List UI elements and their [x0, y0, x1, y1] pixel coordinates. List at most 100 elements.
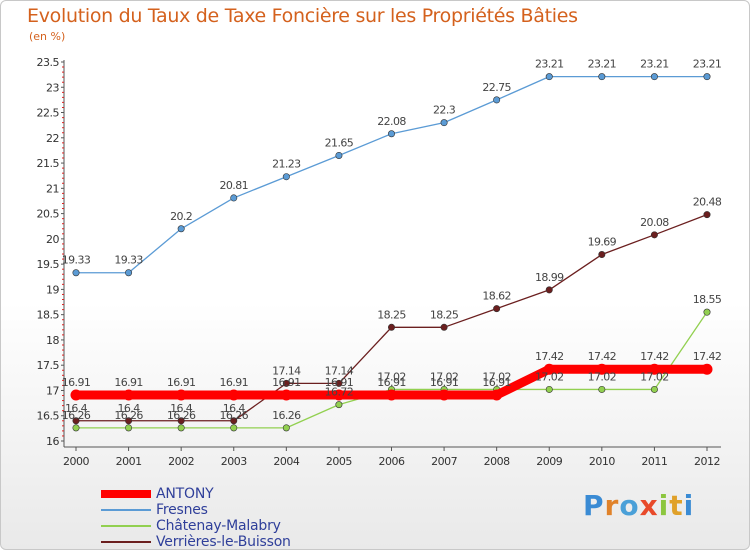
legend-label: ANTONY — [156, 486, 214, 502]
data-point — [703, 73, 711, 81]
logo-letter: i — [683, 489, 695, 522]
y-tick-label: 20.5 — [37, 208, 60, 221]
data-point — [177, 424, 185, 432]
data-label: 19.33 — [114, 254, 143, 267]
x-tick-label: 2002 — [168, 455, 194, 468]
data-point — [282, 173, 290, 181]
chart-title: Evolution du Taux de Taxe Foncière sur l… — [27, 5, 578, 27]
data-label: 18.62 — [482, 290, 511, 303]
data-point — [125, 424, 133, 432]
data-label: 19.33 — [62, 254, 91, 267]
data-point — [438, 389, 450, 401]
legend-swatch — [101, 490, 151, 498]
data-point — [598, 251, 606, 259]
data-label: 17.02 — [640, 370, 669, 383]
data-point — [72, 269, 80, 277]
data-point — [598, 385, 606, 393]
data-label: 16.4 — [65, 402, 88, 415]
legend-swatch — [101, 525, 151, 527]
data-point — [177, 417, 185, 425]
data-point — [440, 323, 448, 331]
y-tick-label: 22 — [46, 132, 59, 145]
data-point — [335, 401, 343, 409]
data-label: 16.91 — [220, 376, 249, 389]
data-label: 18.25 — [430, 308, 459, 321]
data-point — [596, 363, 608, 375]
data-label: 16.91 — [377, 376, 406, 389]
x-tick-label: 2005 — [326, 455, 352, 468]
logo-letter: o — [619, 489, 640, 522]
data-point — [545, 385, 553, 393]
x-tick-label: 2011 — [641, 455, 667, 468]
y-tick-label: 21.5 — [37, 157, 60, 170]
x-tick-label: 2007 — [431, 455, 457, 468]
data-label: 16.26 — [272, 409, 301, 422]
data-point — [648, 363, 660, 375]
data-label: 23.21 — [693, 58, 722, 71]
data-label: 21.23 — [272, 158, 301, 171]
data-label: 16.91 — [430, 376, 459, 389]
data-point — [491, 389, 503, 401]
data-label: 21.65 — [325, 136, 354, 149]
data-point — [703, 211, 711, 219]
data-label: 23.21 — [588, 58, 617, 71]
legend-label: Verrières-le-Buisson — [156, 534, 291, 550]
chart-unit: (en %) — [29, 30, 66, 43]
data-label: 20.81 — [220, 179, 249, 192]
data-point — [282, 379, 290, 387]
y-tick-label: 18 — [46, 334, 59, 347]
x-tick-label: 2001 — [116, 455, 142, 468]
data-label: 18.99 — [535, 271, 564, 284]
logo-letter: x — [639, 489, 659, 522]
data-point — [177, 225, 185, 233]
legend-label: Châtenay-Malabry — [156, 518, 281, 534]
logo-letter: P — [583, 489, 605, 522]
data-point — [230, 424, 238, 432]
data-point — [335, 151, 343, 159]
data-point — [280, 389, 292, 401]
data-point — [545, 286, 553, 294]
x-tick-label: 2000 — [63, 455, 89, 468]
data-point — [493, 96, 501, 104]
data-point — [230, 417, 238, 425]
data-point — [650, 385, 658, 393]
data-label: 16.4 — [223, 402, 246, 415]
y-tick-label: 20 — [46, 233, 59, 246]
data-label: 17.42 — [640, 350, 669, 363]
data-point — [72, 417, 80, 425]
data-point — [650, 73, 658, 81]
data-label: 19.69 — [588, 236, 617, 249]
data-label: 17.02 — [588, 370, 617, 383]
data-point — [387, 130, 395, 138]
data-label: 16.91 — [114, 376, 143, 389]
logo-letter: i — [658, 489, 670, 522]
data-label: 18.25 — [377, 308, 406, 321]
data-label: 16.91 — [167, 376, 196, 389]
data-point — [282, 424, 290, 432]
data-point — [123, 389, 135, 401]
y-tick-label: 17.5 — [37, 359, 60, 372]
x-tick-label: 2012 — [694, 455, 720, 468]
data-label: 20.2 — [170, 210, 192, 223]
legend-swatch — [101, 509, 151, 511]
data-point — [701, 363, 713, 375]
data-point — [125, 269, 133, 277]
data-label: 17.42 — [535, 350, 564, 363]
legend-swatch — [101, 541, 151, 543]
data-label: 16.26 — [62, 409, 91, 422]
x-tick-label: 2003 — [221, 455, 247, 468]
data-label: 16.91 — [62, 376, 91, 389]
y-tick-label: 18.5 — [37, 309, 60, 322]
data-point — [72, 424, 80, 432]
data-point — [387, 323, 395, 331]
data-label: 17.14 — [325, 364, 354, 377]
data-label: 16.91 — [325, 376, 354, 389]
proxiti-logo: Proxiti — [583, 489, 694, 522]
data-label: 17.42 — [693, 350, 722, 363]
data-point — [333, 389, 345, 401]
y-tick-label: 16 — [46, 435, 59, 448]
data-point — [70, 389, 82, 401]
data-point — [175, 389, 187, 401]
x-tick-label: 2010 — [589, 455, 615, 468]
